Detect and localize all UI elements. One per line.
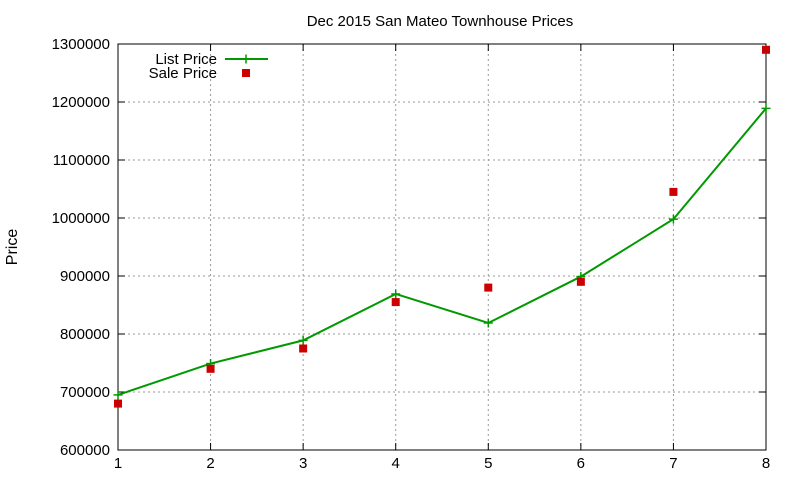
x-tick-label: 4: [392, 455, 400, 472]
x-tick-label: 5: [484, 455, 492, 472]
x-tick-label: 8: [762, 455, 770, 472]
data-point: [299, 344, 308, 353]
y-tick-label: 900000: [60, 268, 110, 285]
data-point: [113, 390, 123, 400]
data-point: [391, 298, 400, 307]
series-list-price: [113, 103, 771, 400]
y-tick-label: 600000: [60, 442, 110, 459]
legend-marker: [242, 69, 250, 77]
data-point: [206, 364, 215, 373]
x-tick-label: 3: [299, 455, 307, 472]
legend-label: Sale Price: [149, 65, 217, 82]
data-point: [761, 103, 771, 113]
y-tick-label: 700000: [60, 384, 110, 401]
data-point: [483, 318, 493, 328]
data-point: [762, 45, 770, 54]
y-tick-label: 800000: [60, 326, 110, 343]
y-tick-label: 1000000: [52, 210, 110, 227]
chart-title: Dec 2015 San Mateo Townhouse Prices: [307, 13, 574, 30]
series-line: [117, 107, 767, 396]
y-tick-label: 1100000: [53, 152, 110, 169]
x-tick-label: 2: [206, 455, 214, 472]
grid: [118, 44, 766, 450]
legend-marker: [241, 54, 251, 64]
data-point: [391, 289, 401, 299]
y-tick-labels: 600000 700000 800000 900000 1000000 1100000 12…: [52, 36, 110, 459]
y-tick-label: 1200000: [52, 94, 110, 111]
data-point: [669, 187, 678, 196]
data-point: [668, 214, 678, 224]
y-tick-label: 1300000: [52, 36, 110, 53]
series-sale-price: [114, 45, 770, 408]
x-tick-label: 6: [577, 455, 585, 472]
x-tick-label: 7: [669, 455, 677, 472]
data-point: [114, 399, 122, 408]
series-layer: [113, 45, 771, 408]
x-tick-labels: 1 2 3 4 5 6 7 8: [114, 455, 770, 472]
data-point: [484, 283, 493, 292]
data-point: [576, 277, 585, 286]
y-axis-label: Price: [4, 229, 21, 266]
axes: [117, 43, 767, 451]
legend-label: List Price: [155, 51, 217, 68]
plot-border: [117, 43, 767, 451]
data-point: [298, 335, 308, 345]
x-tick-label: 1: [114, 455, 122, 472]
